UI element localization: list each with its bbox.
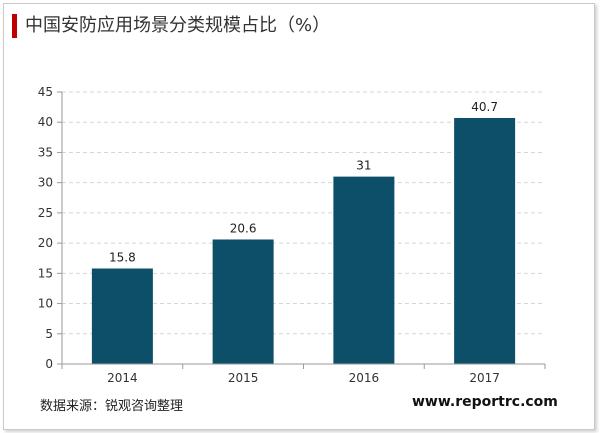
y-tick-label: 30	[38, 176, 53, 190]
website-link[interactable]: www.reportrc.com	[412, 394, 558, 410]
x-tick-label-2017: 2017	[469, 371, 500, 385]
bar-2016[interactable]	[333, 176, 395, 364]
x-tick-label-2015: 2015	[228, 371, 259, 385]
bar-2014[interactable]	[91, 268, 153, 364]
y-tick-label: 5	[45, 327, 53, 341]
x-tick-label-2014: 2014	[107, 371, 138, 385]
source-note: 数据来源：锐观咨询整理	[40, 399, 184, 414]
title-accent-bar	[12, 14, 17, 38]
y-tick-label: 35	[38, 145, 53, 159]
x-axis-ticks: 2014 2015 2016 2017	[61, 364, 546, 385]
y-axis-ticks: 0 5 10 15 20 25 30 35 40 45	[38, 85, 62, 371]
y-tick-label: 25	[38, 206, 53, 220]
data-label-2017: 40.7	[471, 100, 498, 114]
data-labels: 15.8 20.6 31 40.7	[109, 100, 498, 265]
y-tick-label: 45	[38, 85, 53, 99]
y-tick-label: 0	[45, 357, 53, 371]
y-tick-label: 10	[38, 297, 53, 311]
x-tick-label-2016: 2016	[349, 371, 380, 385]
bar-2015[interactable]	[212, 239, 274, 364]
data-label-2016: 31	[356, 159, 371, 173]
bars	[91, 117, 516, 364]
y-tick-label: 15	[38, 266, 53, 280]
bar-2017[interactable]	[454, 117, 516, 364]
data-label-2014: 15.8	[109, 250, 136, 264]
data-label-2015: 20.6	[230, 221, 257, 235]
y-tick-label: 40	[38, 115, 53, 129]
y-tick-label: 20	[38, 236, 53, 250]
chart-title: 中国安防应用场景分类规模占比（%）	[25, 15, 331, 36]
